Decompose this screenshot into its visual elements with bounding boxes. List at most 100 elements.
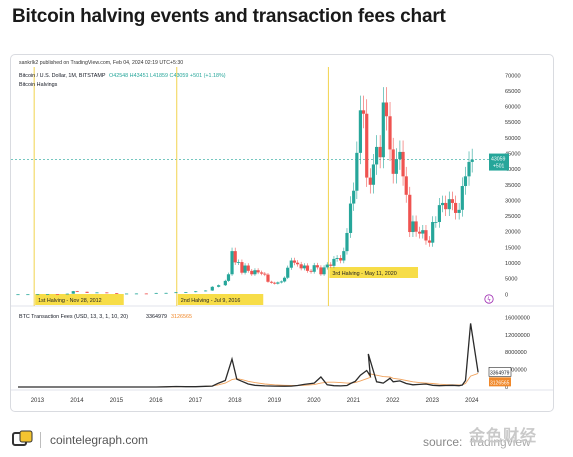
site-name[interactable]: cointelegraph.com <box>50 433 149 447</box>
price-tag-sub: +501 <box>493 164 504 170</box>
price-candle <box>391 149 395 174</box>
fees-axis-tick-label: 8000000 <box>505 350 527 356</box>
halving-badge-label: 1st Halving - Nov 28, 2012 <box>38 298 102 304</box>
price-axis-tick-label: 50000 <box>505 136 521 142</box>
price-candle <box>384 102 389 117</box>
price-candle <box>273 282 277 284</box>
price-candle <box>276 282 280 284</box>
price-axis-tick-label: 10000 <box>505 261 521 267</box>
price-candle <box>368 177 372 185</box>
price-axis-tick-label: 45000 <box>505 151 521 157</box>
price-candle <box>365 113 369 178</box>
price-candle <box>55 293 60 295</box>
price-candle <box>463 176 468 187</box>
time-axis-tick-label: 2020 <box>307 398 321 404</box>
price-candle <box>286 267 290 278</box>
grid-layer <box>11 159 553 391</box>
price-candle <box>279 281 284 283</box>
price-candle <box>203 290 208 292</box>
chart-card: 1st Halving - Nov 28, 2012 2nd Halving - … <box>10 54 554 412</box>
price-candle <box>398 151 402 160</box>
price-candle <box>71 291 75 294</box>
price-candle <box>124 293 129 295</box>
price-candle <box>450 199 455 203</box>
price-axis-tick-label: 30000 <box>505 198 521 204</box>
price-candle <box>217 285 221 287</box>
price-candle <box>378 146 382 158</box>
price-candle <box>371 164 376 185</box>
price-candle <box>233 251 237 263</box>
price-candle <box>16 294 20 296</box>
price-candle <box>256 270 260 273</box>
price-candle <box>332 258 336 266</box>
price-candle <box>325 264 329 268</box>
fees-tag-1-value: 3364979 <box>490 370 510 376</box>
fees-value-2: 3126565 <box>171 314 192 320</box>
fees-axis-tick-label: 16000000 <box>505 315 530 321</box>
price-candle <box>453 202 458 213</box>
price-candle <box>95 292 99 294</box>
source-value: tradingview <box>470 435 531 449</box>
price-axis-tick-label: 60000 <box>505 105 521 111</box>
fees-axis-tick-label: 12000000 <box>505 333 530 339</box>
time-axis-tick-label: 2021 <box>347 398 361 404</box>
price-candle <box>266 274 270 282</box>
fees-panel-label: BTC Transaction Fees (USD, 13, 3, 1, 10,… <box>19 314 128 320</box>
price-candle <box>302 265 306 269</box>
price-candle <box>105 292 109 294</box>
price-candle <box>184 292 188 293</box>
price-candle <box>431 222 435 243</box>
price-axis-tick-label: 35000 <box>505 183 521 189</box>
price-candle <box>312 265 316 272</box>
price-axis-tick-label: 15000 <box>505 245 521 251</box>
price-candle <box>260 272 264 274</box>
price-candle <box>269 281 274 283</box>
halving-lines: 1st Halving - Nov 28, 2012 2nd Halving - … <box>33 67 419 306</box>
price-candle <box>404 176 408 195</box>
time-axis-tick-label: 2015 <box>110 398 124 404</box>
price-candle <box>437 205 441 223</box>
price-candle <box>467 161 471 177</box>
price-candle <box>243 265 247 273</box>
time-axis-tick-label: 2017 <box>189 398 203 404</box>
fees-line <box>18 323 479 388</box>
halving-badge-label: 2nd Halving - Jul 9, 2016 <box>181 298 241 304</box>
price-candle <box>85 291 89 293</box>
price-candle <box>115 293 119 294</box>
price-candle <box>134 293 139 295</box>
price-candle <box>263 273 267 275</box>
ohlc-readout: O42548 H43451 L41859 C43059 +501 (+1.18%… <box>109 73 226 79</box>
price-candle <box>45 293 50 295</box>
price-candle <box>411 221 415 233</box>
price-axis-tick-label: 25000 <box>505 214 521 220</box>
price-candle <box>421 230 425 234</box>
time-axis-tick-label: 2018 <box>228 398 242 404</box>
price-candle <box>194 291 198 293</box>
price-candle <box>246 265 250 271</box>
price-candle <box>381 102 385 158</box>
price-candle <box>460 186 464 210</box>
price-candle <box>427 240 432 243</box>
price-candle <box>309 270 313 272</box>
price-candle <box>394 159 398 174</box>
fees-axis-tick-label: 0 <box>505 385 508 391</box>
price-candle <box>457 209 461 213</box>
price-candle <box>236 262 240 263</box>
cointelegraph-logo-icon <box>12 430 33 446</box>
price-candles <box>16 87 474 296</box>
price-candle <box>240 262 244 273</box>
footer-divider <box>40 432 41 448</box>
price-candle <box>292 260 297 263</box>
price-candle <box>424 230 428 241</box>
time-axis-tick-label: 2023 <box>426 398 440 404</box>
price-axis-tick-label: 20000 <box>505 230 521 236</box>
price-candle <box>299 264 303 269</box>
price-candle <box>289 260 293 268</box>
halvings-legend-label: Bitcoin Halvings <box>19 82 58 88</box>
price-candle <box>230 251 234 275</box>
price-candle <box>164 292 168 294</box>
labels-layer: sankrlk2 published on TradingView.com, F… <box>19 60 512 387</box>
price-candle <box>401 151 405 177</box>
halving-badge <box>329 267 419 278</box>
publisher-line: sankrlk2 published on TradingView.com, F… <box>19 60 183 66</box>
